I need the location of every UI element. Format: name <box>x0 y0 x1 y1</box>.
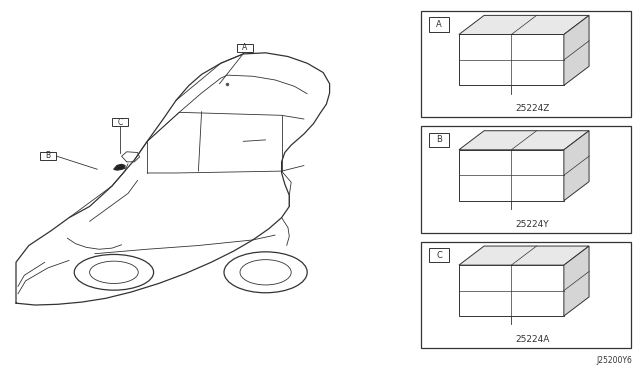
Bar <box>429 248 449 262</box>
Polygon shape <box>459 15 589 35</box>
Polygon shape <box>564 15 589 85</box>
Polygon shape <box>564 246 589 316</box>
Text: 25224Z: 25224Z <box>515 104 550 113</box>
Bar <box>112 118 128 126</box>
Text: 25224Y: 25224Y <box>516 219 549 228</box>
Text: B: B <box>45 151 51 160</box>
Text: C: C <box>117 118 123 127</box>
Bar <box>421 126 631 232</box>
Bar <box>421 11 631 117</box>
Polygon shape <box>459 35 564 85</box>
Polygon shape <box>459 131 589 150</box>
Bar <box>429 133 449 147</box>
Text: J25200Y6: J25200Y6 <box>596 356 632 365</box>
Text: B: B <box>436 135 442 144</box>
Bar <box>421 242 631 348</box>
Polygon shape <box>459 246 589 265</box>
Text: C: C <box>436 251 442 260</box>
Bar <box>40 152 56 160</box>
Polygon shape <box>459 265 564 316</box>
Polygon shape <box>459 150 564 201</box>
Bar <box>237 44 253 52</box>
Text: 25224A: 25224A <box>515 335 550 344</box>
Text: A: A <box>242 44 248 52</box>
Polygon shape <box>564 131 589 201</box>
Bar <box>429 17 449 32</box>
Polygon shape <box>114 164 125 170</box>
Text: A: A <box>436 20 442 29</box>
